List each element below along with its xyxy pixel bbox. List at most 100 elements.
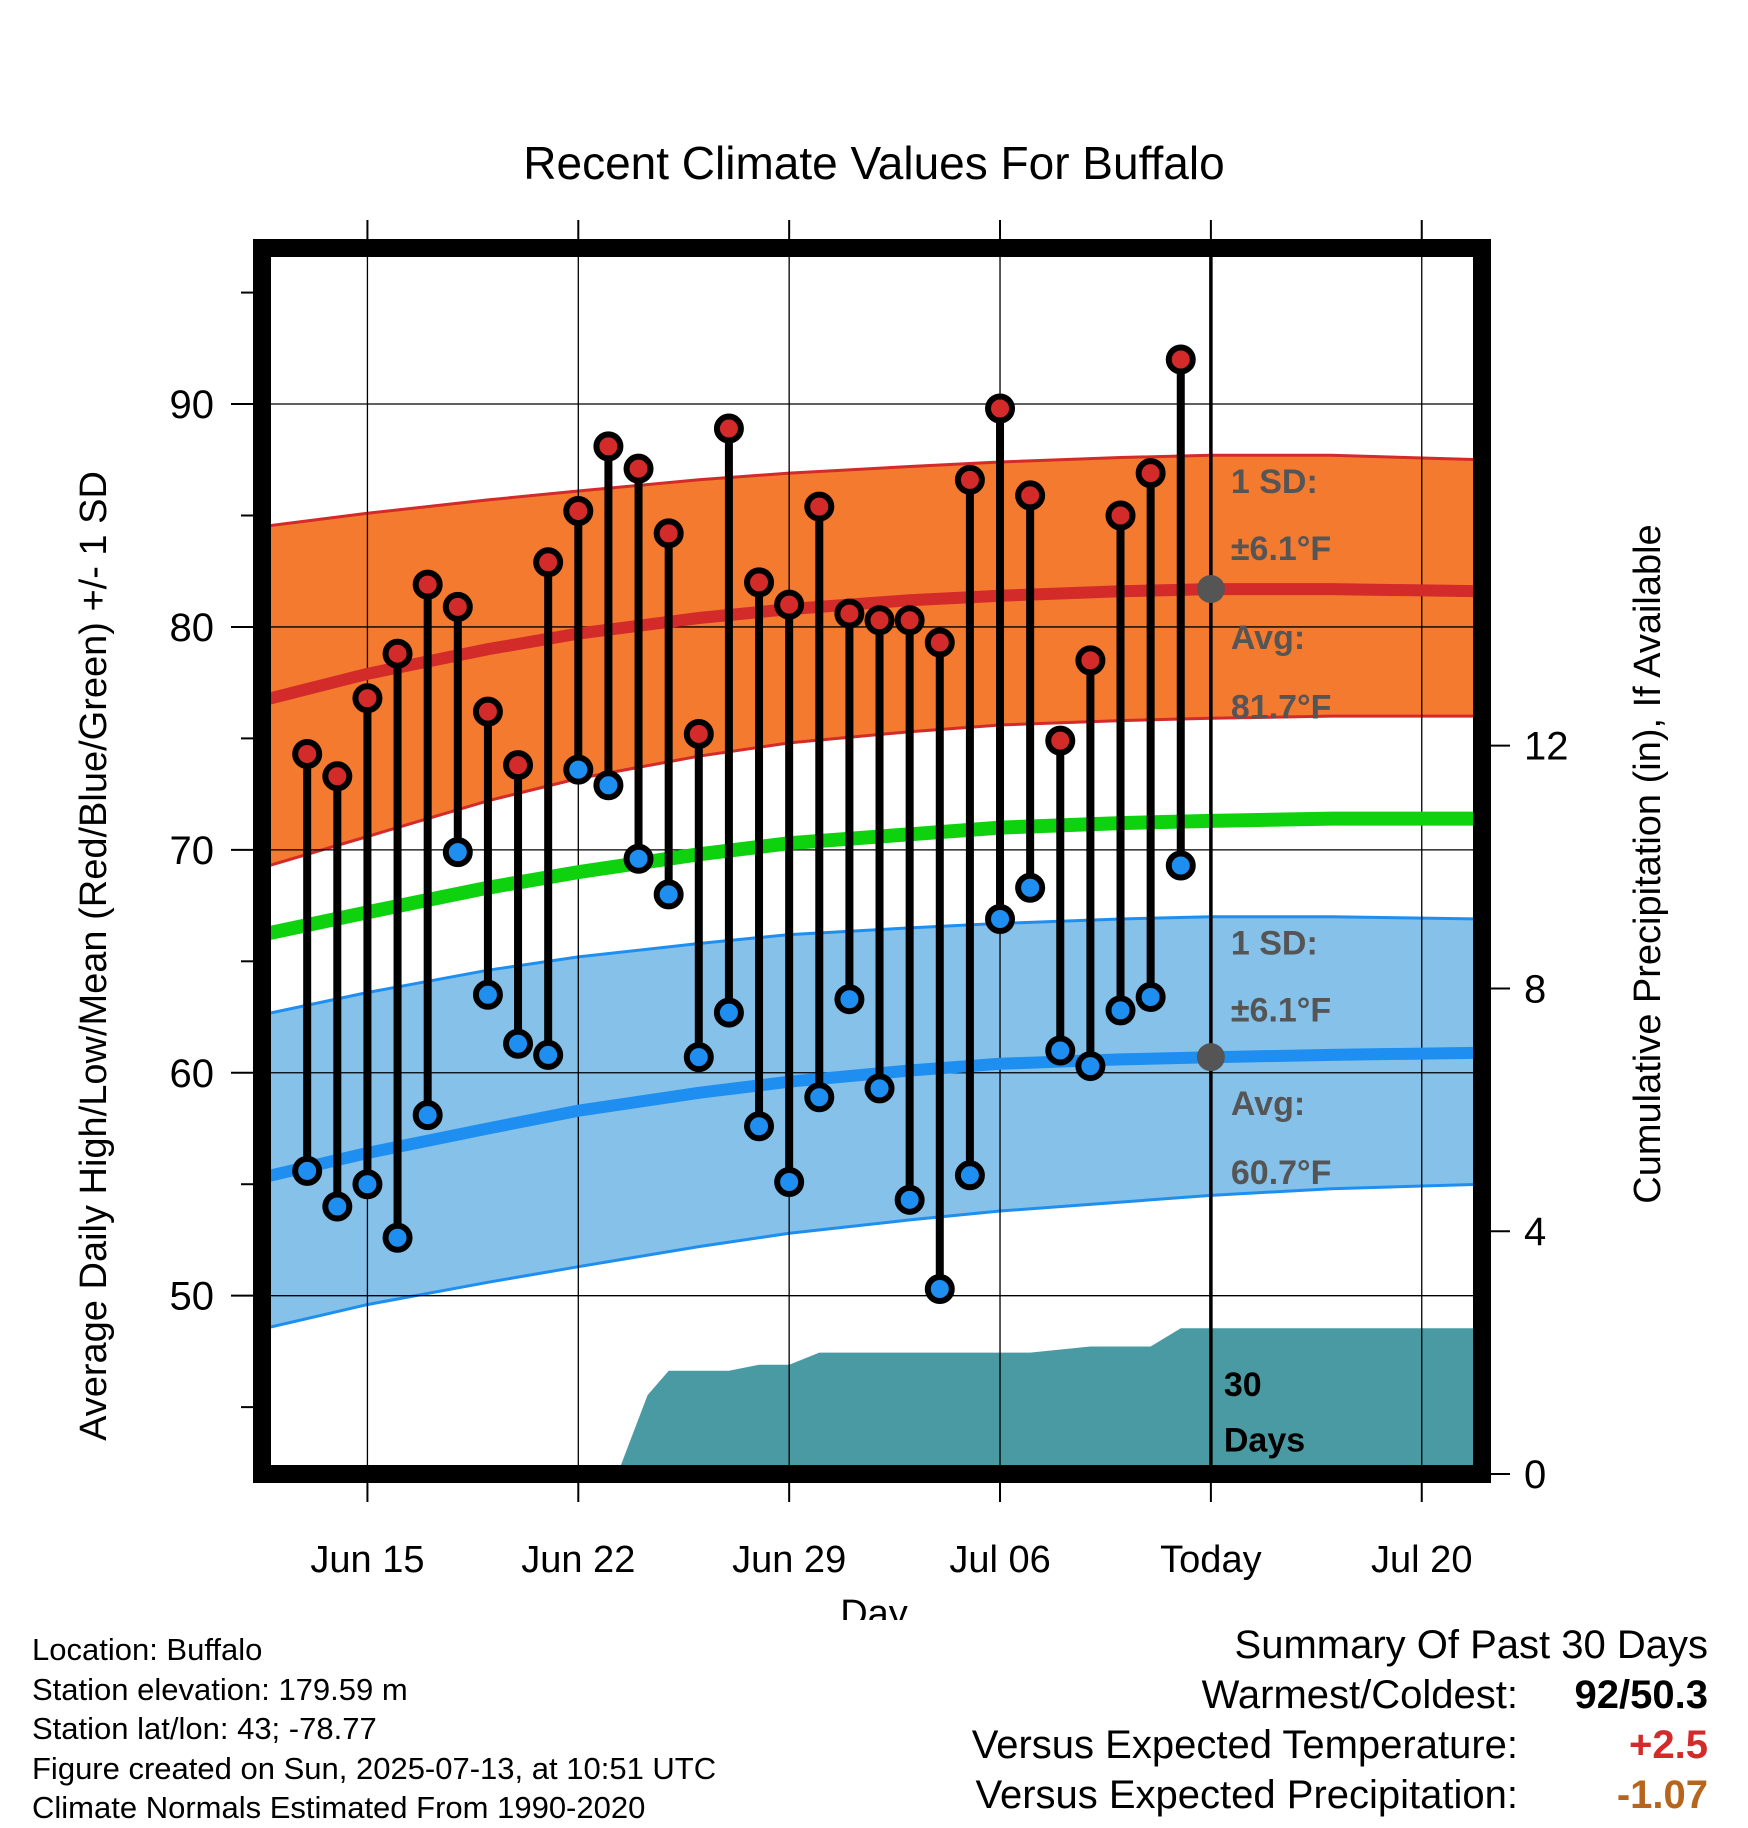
x-tick-label: Jun 22 <box>521 1539 635 1581</box>
high-point <box>1135 458 1166 489</box>
summary-precip: Versus Expected Precipitation: -1.07 <box>808 1770 1708 1820</box>
temp-label: Versus Expected Temperature: <box>971 1723 1518 1767</box>
x-tick-label: Today <box>1160 1539 1261 1581</box>
low-lower-edge <box>262 1182 1482 1331</box>
high-point <box>352 683 383 714</box>
low-point <box>352 1169 383 1200</box>
high-point <box>954 464 985 495</box>
low-avg-value: 60.7°F <box>1231 1154 1332 1192</box>
low-point <box>744 1111 775 1142</box>
y2-tick-label: 8 <box>1524 967 1546 1011</box>
high-point <box>563 496 594 527</box>
low-point <box>472 979 503 1010</box>
low-point <box>683 1042 714 1073</box>
low-point <box>623 843 654 874</box>
low-point <box>292 1155 323 1186</box>
summary-warm-cold: Warmest/Coldest: 92/50.3 <box>808 1670 1708 1720</box>
high-point <box>593 431 624 462</box>
high-point <box>442 591 473 622</box>
location-text: Location: Buffalo <box>32 1632 263 1667</box>
low-point <box>382 1222 413 1253</box>
y2-tick-label: 12 <box>1524 725 1569 769</box>
low-sd-band <box>262 916 1482 1330</box>
low-point <box>864 1073 895 1104</box>
low-point <box>924 1273 955 1304</box>
high-point <box>322 761 353 792</box>
high-point <box>683 718 714 749</box>
high-point <box>1105 500 1136 531</box>
high-point <box>744 567 775 598</box>
precip-area <box>617 1328 1482 1474</box>
warm-cold-label: Warmest/Coldest: <box>1201 1673 1518 1717</box>
elevation-text: Station elevation: 179.59 m <box>32 1671 408 1707</box>
high-upper-edge <box>262 453 1482 529</box>
precip-label: Versus Expected Precipitation: <box>975 1773 1518 1817</box>
window-unit-label: Days <box>1224 1422 1305 1460</box>
chart-title: Recent Climate Values For Buffalo <box>523 137 1224 189</box>
low-sd-value: ±6.1°F <box>1231 991 1331 1029</box>
low-point <box>954 1160 985 1191</box>
created-text: Figure created on Sun, 2025-07-13, at 10… <box>32 1750 717 1786</box>
y-tick-label: 90 <box>170 383 215 427</box>
low-point <box>1105 995 1136 1026</box>
low-point <box>834 984 865 1015</box>
low-point <box>563 754 594 785</box>
high-point <box>472 696 503 727</box>
high-point <box>292 739 323 770</box>
high-point <box>503 750 534 781</box>
normals-text: Climate Normals Estimated From 1990-2020 <box>32 1790 646 1825</box>
x-tick-label: Jun 15 <box>310 1539 424 1581</box>
y-tick-label: 80 <box>170 606 215 650</box>
high-point <box>533 547 564 578</box>
low-point <box>1015 872 1046 903</box>
x-tick-label: Jul 06 <box>949 1539 1050 1581</box>
high-point <box>412 569 443 600</box>
low-point <box>533 1039 564 1070</box>
y-tick-label: 50 <box>170 1275 215 1319</box>
y2-tick-label: 4 <box>1524 1210 1546 1254</box>
temp-value: +2.5 <box>1629 1723 1708 1767</box>
x-axis-label: Day <box>840 1593 908 1620</box>
high-point <box>774 589 805 620</box>
x-tick-label: Jun 29 <box>732 1539 846 1581</box>
high-point <box>924 627 955 658</box>
low-point <box>713 997 744 1028</box>
low-point <box>1165 850 1196 881</box>
low-point <box>1045 1035 1076 1066</box>
low-point <box>653 879 684 910</box>
precip-value: -1.07 <box>1616 1773 1708 1817</box>
high-point <box>804 491 835 522</box>
low-point <box>322 1191 353 1222</box>
low-point <box>1075 1051 1106 1082</box>
low-avg-line <box>262 1046 1482 1184</box>
low-point <box>442 837 473 868</box>
high-point <box>382 638 413 669</box>
high-avg-label: Avg: <box>1231 619 1305 657</box>
high-point <box>834 598 865 629</box>
low-point <box>894 1184 925 1215</box>
low-point <box>412 1100 443 1131</box>
warm-cold-value: 92/50.3 <box>1574 1673 1708 1717</box>
high-point <box>1045 725 1076 756</box>
summary-panel: Summary Of Past 30 Days Warmest/Coldest:… <box>808 1620 1708 1820</box>
low-point <box>593 770 624 801</box>
high-point <box>713 413 744 444</box>
plot-frame <box>253 239 1491 1483</box>
x-tick-label: Jul 20 <box>1371 1539 1472 1581</box>
high-sd-label: 1 SD: <box>1231 463 1318 501</box>
y-tick-label: 70 <box>170 829 215 873</box>
high-point <box>623 453 654 484</box>
y2-tick-label: 0 <box>1524 1453 1546 1497</box>
high-point <box>653 518 684 549</box>
high-sd-value: ±6.1°F <box>1231 530 1331 568</box>
climate-chart: Recent Climate Values For Buffalo 1 SD: ±… <box>73 137 1669 1620</box>
y-axis-label: Average Daily High/Low/Mean (Red/Blue/Gr… <box>73 471 115 1441</box>
high-point <box>985 393 1016 424</box>
latlon-text: Station lat/lon: 43; -78.77 <box>32 1711 377 1746</box>
station-info: Location: Buffalo Station elevation: 179… <box>32 1630 716 1828</box>
low-point <box>503 1028 534 1059</box>
summary-temp: Versus Expected Temperature: +2.5 <box>808 1720 1708 1770</box>
low-point <box>774 1166 805 1197</box>
high-point <box>864 605 895 636</box>
high-avg-value: 81.7°F <box>1231 688 1332 726</box>
